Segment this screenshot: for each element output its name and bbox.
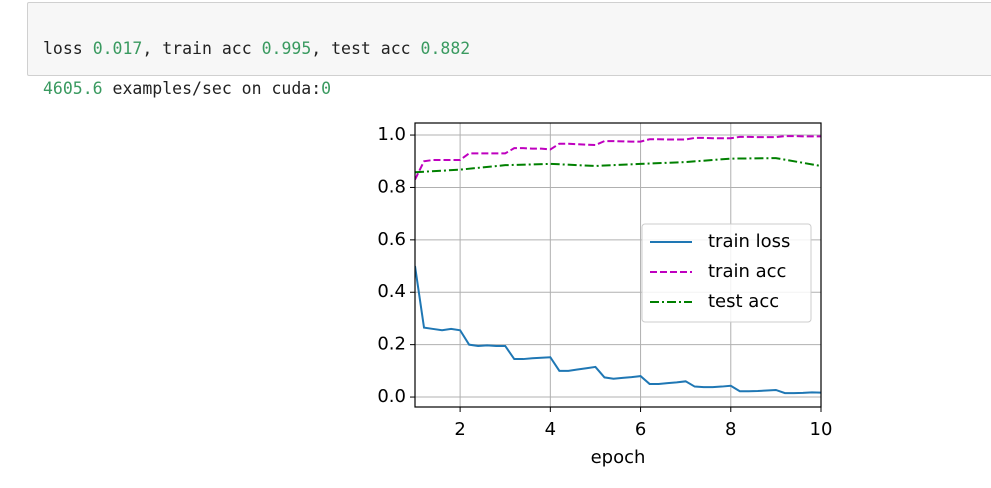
line-series (415, 157, 821, 174)
legend-box (641, 223, 812, 323)
output-line: 4605.6 examples/sec on cuda:0 (43, 79, 991, 99)
legend-label: train loss (708, 231, 790, 252)
output-line: loss 0.017, train acc 0.995, test acc 0.… (43, 39, 991, 59)
y-tick-label: 1.0 (377, 124, 406, 145)
line-series (415, 135, 821, 181)
x-tick-label: 4 (545, 419, 556, 440)
y-tick-label: 0.0 (377, 386, 406, 407)
x-tick-label: 8 (725, 419, 736, 440)
output-text: , test acc (311, 39, 411, 58)
output-text: , train acc (142, 39, 252, 58)
output-number: 4605.6 (43, 79, 103, 98)
output-text: loss (43, 39, 83, 58)
legend-label: test acc (708, 291, 779, 312)
x-tick-label: 6 (635, 419, 646, 440)
output-number: 0.995 (261, 39, 312, 58)
x-tick-label: 10 (810, 419, 833, 440)
y-tick-label: 0.2 (377, 334, 406, 355)
output-text: examples/sec on cuda: (112, 79, 322, 98)
line-series (415, 265, 821, 395)
output-number: 0.017 (92, 39, 143, 58)
output-cell: loss 0.017, train acc 0.995, test acc 0.… (27, 2, 991, 98)
y-tick-label: 0.8 (377, 176, 406, 197)
legend-label: train acc (708, 261, 786, 282)
x-axis-label: epoch (591, 447, 646, 468)
plot-frame (414, 122, 822, 408)
output-number: 0 (321, 79, 332, 98)
y-tick-label: 0.6 (377, 229, 406, 250)
output-number: 0.882 (420, 39, 471, 58)
y-tick-label: 0.4 (377, 281, 406, 302)
x-tick-label: 2 (454, 419, 465, 440)
